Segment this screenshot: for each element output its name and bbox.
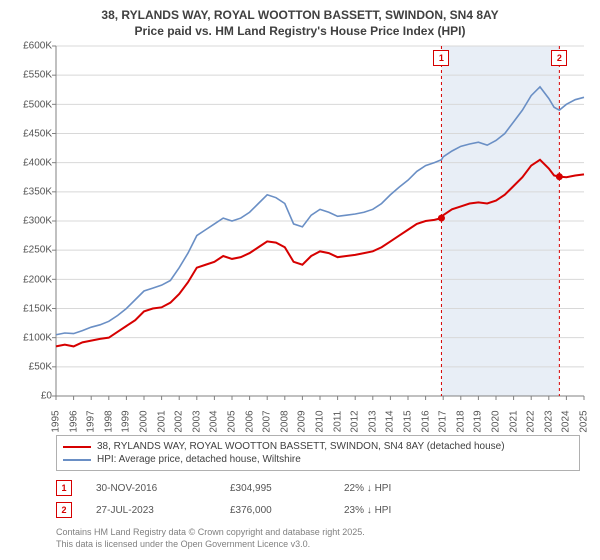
tx-date: 27-JUL-2023 bbox=[96, 505, 206, 516]
tx-pct: 23% ↓ HPI bbox=[344, 505, 391, 516]
tx-pct: 22% ↓ HPI bbox=[344, 483, 391, 494]
title-line1: 38, RYLANDS WAY, ROYAL WOOTTON BASSETT, … bbox=[101, 8, 498, 22]
chart-title: 38, RYLANDS WAY, ROYAL WOOTTON BASSETT, … bbox=[0, 0, 600, 41]
legend-label-1: 38, RYLANDS WAY, ROYAL WOOTTON BASSETT, … bbox=[97, 441, 505, 452]
tx-num-box: 2 bbox=[56, 502, 72, 518]
tx-date: 30-NOV-2016 bbox=[96, 483, 206, 494]
footer: Contains HM Land Registry data © Crown c… bbox=[56, 527, 580, 550]
transactions-table: 1 30-NOV-2016 £304,995 22% ↓ HPI 2 27-JUL-202… bbox=[56, 477, 580, 521]
tx-marker: 1 bbox=[433, 50, 449, 66]
footer-line2: This data is licensed under the Open Gov… bbox=[56, 539, 310, 549]
legend: 38, RYLANDS WAY, ROYAL WOOTTON BASSETT, … bbox=[56, 435, 580, 471]
chart-area: £0£50K£100K£150K£200K£250K£300K£350K£400… bbox=[0, 41, 600, 431]
tx-row: 2 27-JUL-2023 £376,000 23% ↓ HPI bbox=[56, 499, 580, 521]
tx-price: £376,000 bbox=[230, 505, 320, 516]
legend-swatch-1 bbox=[63, 446, 91, 448]
tx-price: £304,995 bbox=[230, 483, 320, 494]
legend-row-1: 38, RYLANDS WAY, ROYAL WOOTTON BASSETT, … bbox=[63, 440, 573, 453]
tx-markers: 12 bbox=[0, 41, 600, 431]
title-line2: Price paid vs. HM Land Registry's House … bbox=[135, 24, 466, 38]
tx-marker: 2 bbox=[551, 50, 567, 66]
tx-row: 1 30-NOV-2016 £304,995 22% ↓ HPI bbox=[56, 477, 580, 499]
footer-line1: Contains HM Land Registry data © Crown c… bbox=[56, 527, 365, 537]
legend-label-2: HPI: Average price, detached house, Wilt… bbox=[97, 454, 301, 465]
tx-num-box: 1 bbox=[56, 480, 72, 496]
legend-swatch-2 bbox=[63, 459, 91, 461]
legend-row-2: HPI: Average price, detached house, Wilt… bbox=[63, 453, 573, 466]
